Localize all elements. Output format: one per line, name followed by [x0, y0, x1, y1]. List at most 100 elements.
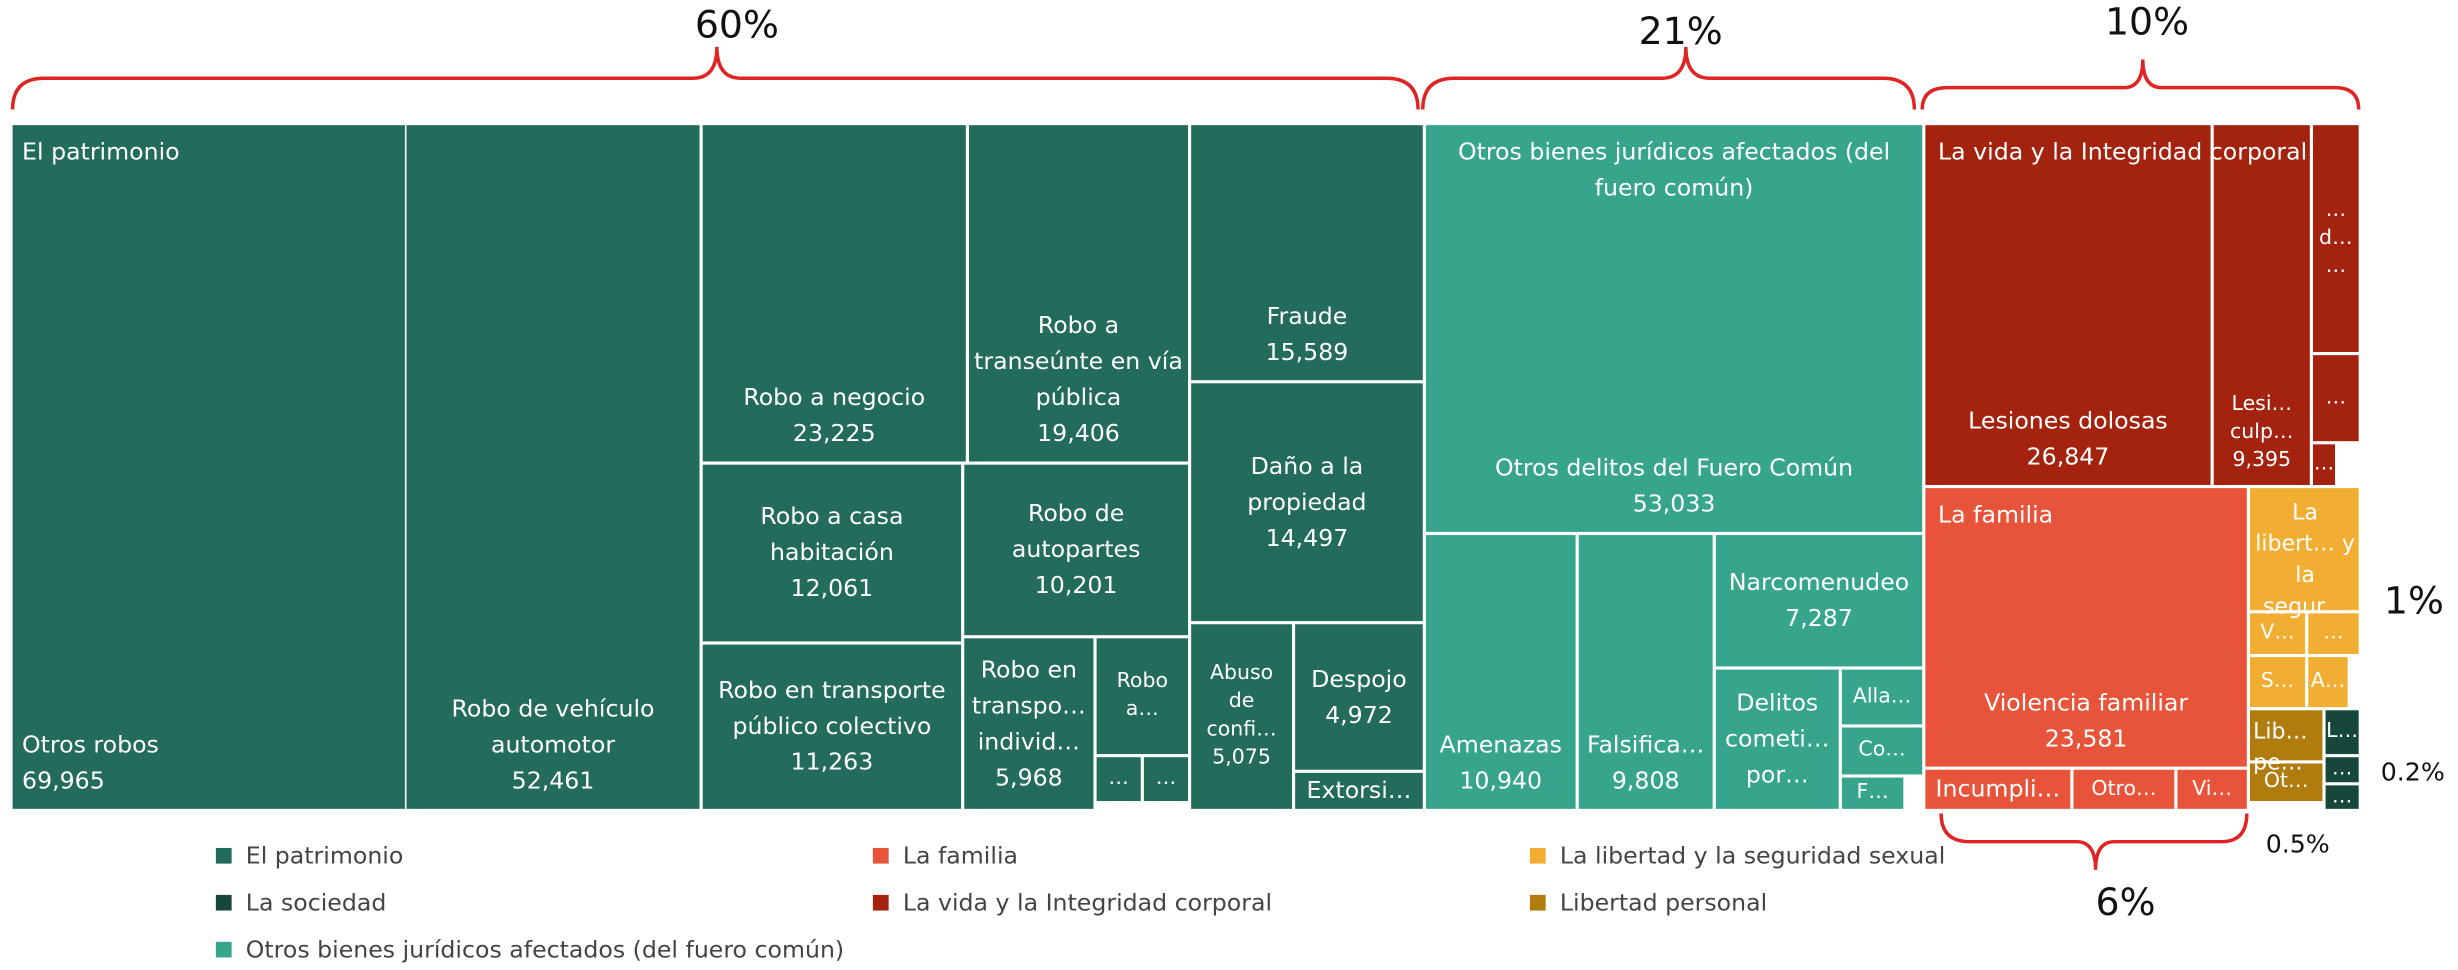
annotation: 1% [2383, 578, 2444, 623]
legend-label: La vida y la Integridad corporal [902, 888, 1273, 917]
cell-label: A… [2310, 669, 2346, 694]
treemap-cell: … d… … [2312, 125, 2359, 353]
legend-item: La vida y la Integridad corporal [872, 888, 1273, 917]
cell-label: Despojo [1311, 664, 1407, 693]
treemap-cell: Alla… [1841, 669, 1923, 725]
cell-label: Amenazas [1439, 730, 1562, 759]
cell-label: … [2325, 385, 2347, 410]
treemap-cell: Fraude 15,589 [1191, 125, 1423, 381]
cell-label: Incumpli… [1935, 774, 2061, 803]
cell-value: 7,287 [1785, 603, 1853, 633]
group-label: El patrimonio [22, 137, 180, 166]
treemap-cell: Vi… [2177, 769, 2247, 809]
treemap-cell: Robo a negocio 23,225 [702, 125, 966, 462]
treemap-cell: Abuso de confi… 5,075 [1191, 624, 1292, 809]
cell-value: 12,061 [790, 574, 874, 603]
cell-label: … [2313, 452, 2335, 476]
treemap-cell: Robo en transporte público colectivo 11,2… [702, 644, 962, 809]
annotation: 0.2% [2380, 757, 2445, 787]
cell-label: … [2331, 757, 2353, 781]
treemap-cell: Extorsi… [1295, 772, 1423, 809]
cell-label: Robo a… [1116, 669, 1168, 722]
cell-label: Ot… [2263, 769, 2309, 794]
legend-swatch [215, 894, 232, 911]
treemap-cell: Robo a transeúnte en vía pública 19,406 [968, 125, 1189, 462]
cell-value: 4,972 [1325, 700, 1393, 729]
cell-label: … [2331, 785, 2353, 809]
group-label: La libert… y la segur… [2255, 500, 2355, 620]
cell-label: Narcomenudeo [1728, 567, 1910, 597]
group-label: La vida y la Integridad corporal [1937, 137, 2308, 166]
bracket [10, 46, 1420, 110]
treemap-cell: Robo en transpo… individ… 5,968 [964, 638, 1094, 809]
cell-label: Otros delitos del Fuero Común [1494, 453, 1854, 482]
treemap-cell: Robo de vehículo automotor 52,461 [406, 125, 700, 809]
treemap-cell: Co… [1841, 727, 1923, 775]
treemap-cell: Otro… [2073, 769, 2175, 809]
cell-label: Violencia familiar [1984, 688, 2189, 717]
cell-label: … [1108, 766, 1129, 791]
treemap-cell: Otros delitos del Fuero Común 53,033 [1425, 125, 1923, 532]
treemap-cell: Robo de autopartes 10,201 [964, 464, 1189, 636]
cell-label: Otro… [2091, 776, 2157, 801]
treemap-cell: Amenazas 10,940 [1425, 535, 1576, 809]
treemap-cell: … [1096, 757, 1141, 802]
legend-swatch [1529, 894, 1546, 911]
treemap-cell: F… [1841, 777, 1904, 809]
cell-label: Otros robos [22, 730, 159, 759]
treemap-cell: Violencia familiar 23,581 [1925, 488, 2247, 767]
cell-label: … [2323, 621, 2344, 645]
treemap-cell: Otros robos 69,965 [12, 125, 405, 809]
cell-label: Fraude [1266, 301, 1348, 331]
cell-label: Abuso de confi… [1206, 661, 1277, 742]
cell-label: Falsifica… [1587, 730, 1705, 759]
cell-label: L… [2326, 719, 2359, 744]
legend-item: El patrimonio [215, 842, 403, 870]
legend-swatch [872, 894, 889, 911]
treemap-cell: L… [2325, 710, 2359, 755]
cell-value: 23,225 [792, 419, 876, 448]
legend-label: La sociedad [245, 888, 387, 917]
legend-label: Otros bienes jurídicos afectados (del fu… [245, 935, 845, 964]
legend-item: La libertad y la seguridad sexual [1529, 841, 1946, 870]
legend-label: La libertad y la seguridad sexual [1559, 841, 1946, 870]
treemap-cell: … [2325, 757, 2359, 783]
treemap-cell [2249, 710, 2323, 761]
annotation: 60% [694, 3, 779, 47]
legend-item: La sociedad [215, 888, 387, 917]
treemap-cell [2249, 488, 2359, 611]
treemap-cell: … [2308, 613, 2359, 654]
cell-value: 10,201 [1034, 571, 1118, 600]
cell-value: 14,497 [1265, 523, 1349, 552]
legend-swatch [215, 847, 232, 864]
cell-value: 52,461 [511, 766, 595, 795]
cell-label: Co… [1858, 738, 1906, 762]
cell-value: 69,965 [22, 766, 105, 795]
cell-label: Daño a la propiedad [1247, 451, 1367, 516]
treemap-cell: Lesi… culp… 9,395 [2213, 125, 2310, 485]
cell-value: 10,940 [1459, 766, 1543, 795]
cell-label: Robo a negocio [743, 383, 926, 412]
cell-value: 19,406 [1037, 419, 1120, 448]
treemap-cell: Despojo 4,972 [1295, 624, 1423, 770]
cell-label: Lesi… culp… [2230, 392, 2294, 445]
treemap-cell: … [2325, 785, 2359, 809]
cell-label: Delitos cometi… por… [1725, 688, 1830, 789]
cell-label: Alla… [1852, 684, 1912, 708]
legend-swatch [215, 941, 232, 958]
cell-value: 9,395 [2232, 449, 2292, 473]
cell-value: 11,263 [790, 747, 874, 776]
treemap-cell: Delitos cometi… por… [1715, 669, 1839, 809]
cell-label: … d… … [2319, 197, 2353, 278]
cell-value: 5,075 [1212, 746, 1271, 770]
cell-value: 53,033 [1632, 489, 1716, 518]
cell-value: 15,589 [1265, 337, 1349, 367]
bracket [1939, 813, 2249, 870]
legend-swatch [1529, 847, 1546, 864]
treemap-cell: Lesiones dolosas 26,847 [1925, 125, 2211, 485]
group-label: Otros bienes jurídicos afectados (del fu… [1457, 137, 1891, 202]
treemap-cell: Narcomenudeo 7,287 [1715, 535, 1923, 667]
cell-label: Robo a casa habitación [760, 502, 904, 567]
legend-item: Otros bienes jurídicos afectados (del fu… [215, 935, 845, 964]
